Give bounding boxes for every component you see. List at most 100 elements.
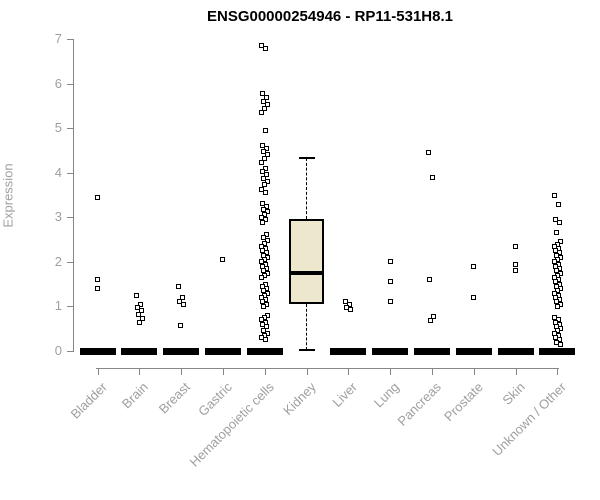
- y-axis-title: Expression: [0, 163, 16, 228]
- data-point: [262, 105, 268, 111]
- x-tick: [515, 368, 517, 375]
- zero-cluster-bar: [246, 348, 283, 355]
- data-point: [554, 303, 560, 309]
- y-tick-label: 4: [54, 164, 62, 180]
- data-point: [259, 110, 265, 116]
- data-point: [261, 148, 267, 154]
- data-point: [261, 98, 267, 104]
- zero-cluster-bar: [413, 348, 450, 355]
- zero-cluster-bar: [330, 348, 367, 355]
- x-tick: [222, 368, 224, 375]
- data-point: [259, 160, 265, 166]
- y-tick-label: 1: [54, 298, 62, 314]
- data-point: [261, 206, 267, 212]
- data-point: [95, 277, 100, 283]
- data-point: [179, 295, 185, 301]
- data-point: [265, 179, 271, 185]
- data-point: [259, 274, 265, 280]
- data-point: [176, 298, 182, 304]
- zero-cluster-bar: [204, 348, 241, 355]
- data-point: [342, 298, 348, 304]
- zero-cluster-bar: [79, 348, 116, 355]
- data-point: [262, 155, 268, 161]
- zero-cluster-bar: [163, 348, 200, 355]
- data-point: [259, 43, 265, 49]
- data-point: [387, 279, 393, 285]
- y-tick-label: 3: [54, 209, 62, 225]
- data-point: [136, 319, 142, 325]
- data-point: [265, 237, 271, 243]
- zero-cluster-bar: [455, 348, 492, 355]
- x-tick: [348, 368, 350, 375]
- data-point: [265, 152, 271, 158]
- median-line: [289, 271, 324, 275]
- y-axis-line: [73, 39, 74, 352]
- data-point: [428, 318, 434, 324]
- y-tick-label: 2: [54, 253, 62, 269]
- x-tick: [139, 368, 141, 375]
- zero-cluster-bar: [372, 348, 409, 355]
- box-plot-box: [289, 218, 324, 305]
- data-point: [513, 261, 518, 267]
- data-point: [138, 308, 144, 314]
- data-point: [264, 204, 270, 210]
- data-point: [471, 295, 477, 301]
- data-point: [261, 303, 267, 309]
- data-point: [552, 217, 558, 223]
- data-point: [264, 95, 270, 101]
- data-point: [95, 286, 100, 292]
- data-point: [220, 257, 226, 263]
- chart-title: ENSG00000254946 - RP11-531H8.1: [206, 8, 453, 25]
- whisker-cap-upper: [298, 157, 315, 159]
- data-point: [265, 102, 271, 108]
- y-tick: [67, 39, 73, 40]
- data-point: [431, 313, 437, 319]
- data-point: [262, 212, 268, 218]
- y-tick: [67, 306, 73, 308]
- zero-cluster-bar: [121, 348, 158, 355]
- x-tick: [264, 368, 266, 375]
- data-point: [263, 46, 269, 52]
- data-point: [551, 192, 557, 198]
- whisker-lower: [305, 304, 307, 351]
- x-tick: [97, 368, 99, 375]
- zero-cluster-bar: [497, 348, 534, 355]
- data-point: [263, 337, 269, 343]
- data-point: [264, 145, 270, 151]
- data-point: [260, 201, 266, 207]
- y-tick: [67, 261, 73, 263]
- data-point: [513, 268, 518, 274]
- data-point: [265, 209, 271, 215]
- data-point: [264, 323, 270, 329]
- data-point: [556, 220, 562, 226]
- data-point: [430, 174, 436, 180]
- data-point: [264, 172, 270, 178]
- y-tick: [67, 83, 73, 85]
- data-point: [135, 311, 141, 317]
- data-point: [471, 263, 477, 269]
- data-point: [134, 304, 140, 310]
- data-point: [553, 230, 559, 236]
- y-tick-label: 7: [54, 31, 62, 46]
- data-point: [262, 182, 268, 188]
- data-point: [263, 127, 269, 133]
- data-point: [264, 231, 270, 237]
- data-point: [260, 169, 266, 175]
- x-tick: [431, 368, 433, 375]
- whisker-cap-lower: [298, 349, 315, 352]
- data-point: [555, 202, 561, 208]
- data-point: [346, 301, 352, 307]
- data-point: [137, 301, 143, 307]
- data-point: [426, 150, 432, 156]
- data-point: [557, 341, 563, 347]
- data-point: [260, 220, 266, 226]
- data-point: [387, 299, 393, 305]
- data-point: [263, 165, 269, 171]
- x-tick: [473, 368, 475, 375]
- y-tick: [67, 128, 73, 130]
- data-point: [263, 190, 269, 196]
- y-tick-label: 6: [54, 75, 62, 91]
- data-point: [175, 283, 181, 289]
- data-point: [133, 292, 139, 298]
